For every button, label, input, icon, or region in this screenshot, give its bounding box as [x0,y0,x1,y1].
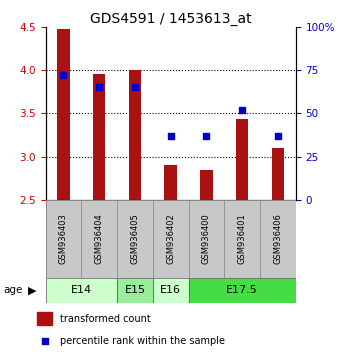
Text: GSM936406: GSM936406 [273,213,282,264]
FancyBboxPatch shape [189,278,296,303]
Bar [129,70,141,200]
Text: percentile rank within the sample: percentile rank within the sample [60,336,225,346]
Point [61,72,66,78]
Bar [93,74,105,200]
Text: GSM936404: GSM936404 [95,213,104,264]
Text: GSM936401: GSM936401 [238,213,247,264]
Text: GSM936403: GSM936403 [59,213,68,264]
FancyBboxPatch shape [189,200,224,278]
FancyBboxPatch shape [153,200,189,278]
FancyBboxPatch shape [260,200,296,278]
Point [42,338,47,344]
Bar [37,312,52,325]
Point [275,133,281,139]
Text: GSM936400: GSM936400 [202,213,211,264]
FancyBboxPatch shape [224,200,260,278]
Bar [236,119,248,200]
Bar [200,170,213,200]
FancyBboxPatch shape [46,200,81,278]
Text: GSM936405: GSM936405 [130,213,140,264]
Title: GDS4591 / 1453613_at: GDS4591 / 1453613_at [90,12,251,25]
Text: transformed count: transformed count [60,314,151,324]
FancyBboxPatch shape [81,200,117,278]
Text: GSM936402: GSM936402 [166,213,175,264]
Text: E16: E16 [160,285,181,295]
FancyBboxPatch shape [117,278,153,303]
Text: ▶: ▶ [28,285,37,295]
Text: E14: E14 [71,285,92,295]
Text: age: age [3,285,23,295]
FancyBboxPatch shape [153,278,189,303]
Text: E15: E15 [124,285,145,295]
Point [239,107,245,113]
Point [168,133,173,139]
FancyBboxPatch shape [46,278,117,303]
Bar [165,165,177,200]
Point [97,85,102,90]
Bar [272,148,284,200]
FancyBboxPatch shape [117,200,153,278]
Point [204,133,209,139]
Text: E17.5: E17.5 [226,285,258,295]
Point [132,85,138,90]
Bar [57,29,70,200]
